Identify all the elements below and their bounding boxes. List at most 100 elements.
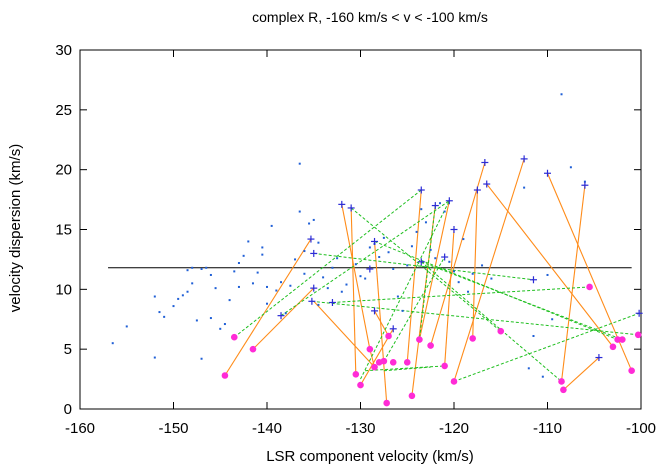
pair-line: [486, 183, 614, 348]
circle-marker: [614, 336, 621, 343]
cross-marker: [366, 265, 374, 273]
data-point: [251, 282, 254, 285]
data-point: [481, 264, 484, 267]
dashed-line: [421, 261, 623, 341]
circle-marker: [609, 343, 617, 351]
data-point: [448, 260, 451, 263]
data-point: [158, 311, 161, 314]
cross-marker: [473, 186, 481, 194]
circle-marker: [634, 331, 642, 339]
data-point: [111, 342, 114, 345]
data-point: [186, 290, 189, 293]
circles-group: [221, 283, 642, 407]
data-point: [382, 236, 385, 239]
cross-marker: [307, 235, 315, 243]
data-point: [532, 335, 535, 338]
data-point: [424, 221, 427, 224]
circle-marker: [383, 399, 390, 407]
pair-line: [341, 204, 371, 350]
cross-marker: [445, 197, 453, 205]
data-point: [298, 162, 301, 165]
circle-marker: [558, 378, 565, 385]
data-point: [569, 166, 572, 169]
data-point: [326, 287, 329, 290]
x-tick-label: -100: [626, 420, 656, 437]
cross-marker: [310, 249, 318, 257]
circle-marker: [469, 335, 477, 342]
data-point: [177, 297, 180, 300]
data-point: [546, 273, 549, 276]
dashed-line: [383, 256, 446, 362]
data-point: [125, 325, 128, 328]
cross-marker: [481, 158, 489, 166]
dashed-line: [360, 200, 450, 380]
data-point: [163, 315, 166, 318]
pair-line: [444, 229, 455, 366]
circle-marker: [619, 336, 626, 343]
circle-marker: [408, 392, 416, 400]
data-point: [209, 273, 212, 276]
data-point: [420, 208, 423, 211]
data-point: [560, 93, 563, 96]
circle-marker: [427, 342, 434, 349]
crosses-group: [277, 155, 643, 362]
data-point: [195, 319, 198, 322]
data-point: [308, 222, 311, 225]
cross-marker: [328, 298, 336, 306]
x-tick-label: -120: [439, 420, 469, 437]
data-point: [336, 257, 339, 260]
data-point: [266, 302, 268, 305]
circle-marker: [628, 367, 635, 375]
data-point: [317, 241, 320, 244]
data-point: [294, 258, 297, 261]
pair-line: [430, 162, 486, 346]
data-point: [237, 262, 240, 265]
cross-marker: [277, 312, 285, 320]
cross-marker: [431, 202, 439, 210]
pair-lines-group: [224, 158, 633, 404]
y-tick-label: 20: [55, 162, 72, 179]
x-tick-label: -140: [252, 420, 282, 437]
data-point: [228, 299, 231, 302]
y-tick-label: 5: [64, 341, 72, 358]
cross-marker: [450, 226, 458, 233]
data-point: [191, 266, 194, 269]
cross-marker: [595, 354, 603, 362]
data-point: [322, 276, 325, 279]
dashed-line: [453, 312, 640, 382]
dashed-lines-group: [233, 189, 640, 382]
cross-marker: [308, 297, 316, 305]
circle-marker: [380, 357, 388, 365]
dashed-line: [332, 286, 590, 303]
data-point: [401, 309, 404, 312]
data-point: [186, 269, 189, 272]
plot-frame: [79, 49, 642, 410]
circle-marker: [366, 345, 374, 353]
dashed-line: [350, 207, 502, 332]
data-point: [303, 272, 306, 275]
dashed-line: [313, 252, 534, 281]
data-point: [237, 285, 240, 288]
x-tick-label: -130: [345, 420, 375, 437]
pair-line: [453, 158, 525, 382]
x-tick-label: -160: [65, 420, 95, 437]
data-point: [471, 272, 474, 275]
data-point: [280, 281, 283, 284]
pair-line: [563, 357, 600, 391]
data-point: [256, 271, 259, 274]
circle-marker: [249, 345, 257, 353]
data-point: [406, 264, 409, 267]
cross-marker: [338, 200, 346, 208]
dashed-line: [383, 366, 431, 372]
data-point: [438, 202, 441, 205]
axis-ticks: -160 -150 -140 -130 -120 -110 -100 0 5 10 15 20 25 30: [55, 42, 656, 437]
circle-marker: [221, 372, 229, 379]
dashed-line: [280, 200, 450, 317]
data-point: [541, 375, 544, 378]
data-point: [467, 290, 470, 293]
data-point: [219, 327, 222, 330]
cross-marker: [520, 155, 528, 163]
data-point: [242, 254, 245, 257]
data-point: [247, 240, 250, 243]
